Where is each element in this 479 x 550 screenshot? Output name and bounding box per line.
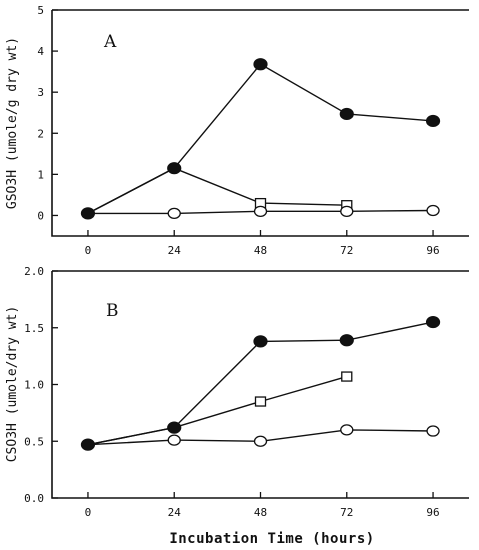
panel-b-point-filled-circle: [339, 334, 354, 347]
panel-a-ticks: 0 24 48 72 96 0 1 2 3 4 5: [37, 4, 439, 257]
panel-b-point-filled-circle: [80, 438, 96, 451]
panel-b-y-tick-label: 1.0: [24, 379, 44, 392]
panel-b-y-tick-label: 1.5: [24, 322, 44, 335]
panel-b-point-open-square: [341, 371, 353, 382]
panel-b-point-filled-circle: [253, 335, 268, 348]
panel-a-label: A: [103, 32, 117, 52]
panel-a: A GSO3H (umole/g dry wt) 0 24 48 72 96 0 1 2 3 4 5: [5, 4, 469, 257]
panel-a-point-filled-circle: [80, 207, 96, 220]
panel-a-point-open-circle: [426, 204, 440, 217]
panel-a-point-open-circle: [340, 205, 354, 217]
x-axis-label: Incubation Time (hours): [169, 531, 374, 547]
panel-a-point-open-circle: [167, 207, 181, 220]
panel-a-point-filled-circle: [253, 58, 268, 71]
panel-a-y-tick-label: 1: [37, 168, 44, 181]
panel-a-x-tick-label: 96: [426, 244, 439, 257]
panel-a-y-tick-label: 4: [37, 45, 44, 58]
panel-a-y-axis-label: GSO3H (umole/g dry wt): [5, 37, 20, 209]
panel-b-y-tick-label: 0.5: [24, 435, 44, 448]
panel-a-point-filled-circle: [425, 114, 441, 128]
panel-b-point-open-square: [254, 396, 267, 407]
panel-a-x-tick-label: 0: [85, 244, 92, 257]
panel-b: B CSO3H (umole/dry wt) 0 24 48 72 96 0.0 0.5 1.…: [5, 265, 469, 519]
panel-b-ticks: 0 24 48 72 96 0.0 0.5 1.0 1.5 2.0: [24, 265, 440, 519]
panel-b-x-tick-label: 24: [168, 506, 182, 519]
panel-b-y-tick-label: 0.0: [24, 492, 44, 505]
panel-a-series: [80, 58, 441, 220]
panel-a-line-open-square: [87, 167, 347, 215]
panel-b-y-axis-label: CSO3H (umole/dry wt): [5, 306, 20, 463]
panel-a-x-tick-label: 72: [340, 244, 353, 257]
panel-a-point-open-circle: [253, 205, 268, 217]
panel-b-point-open-circle: [253, 435, 268, 447]
panel-b-x-tick-label: 48: [254, 506, 267, 519]
panel-b-y-tick-label: 2.0: [24, 265, 44, 278]
panel-a-line-filled-circle: [87, 63, 434, 215]
panel-a-point-filled-circle: [339, 107, 354, 121]
panel-a-y-tick-label: 0: [37, 209, 44, 222]
panel-b-point-open-circle: [167, 434, 181, 446]
panel-b-x-tick-label: 72: [340, 506, 353, 519]
panel-b-line-open-square: [87, 375, 347, 446]
panel-b-x-tick-label: 0: [85, 506, 92, 519]
panel-b-point-open-circle: [340, 424, 354, 436]
panel-a-y-tick-label: 3: [37, 86, 44, 99]
panel-b-point-filled-circle: [425, 315, 441, 329]
panel-b-label: B: [106, 301, 119, 321]
panel-b-x-tick-label: 96: [426, 506, 439, 519]
panel-b-point-filled-circle: [167, 421, 182, 434]
panel-a-x-tick-label: 48: [254, 244, 267, 257]
panel-b-series: [80, 315, 441, 451]
panel-a-axis-frame: [51, 9, 469, 237]
panel-b-point-open-circle: [426, 425, 440, 437]
panel-a-y-tick-label: 5: [37, 4, 44, 17]
panel-a-x-tick-label: 24: [168, 244, 182, 257]
panel-a-y-tick-label: 2: [37, 127, 44, 140]
panel-a-point-filled-circle: [167, 162, 182, 175]
